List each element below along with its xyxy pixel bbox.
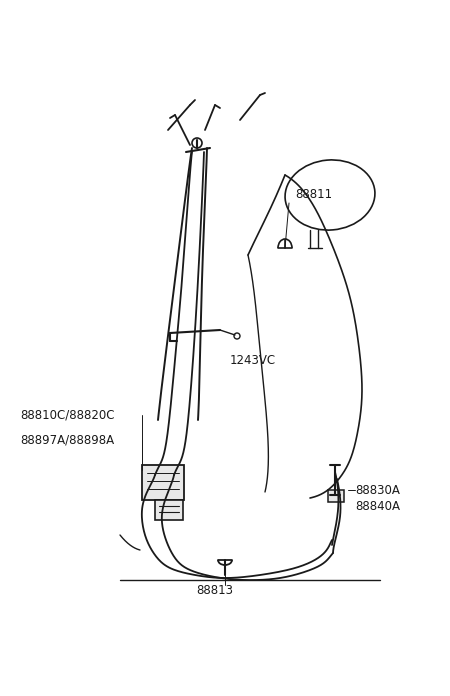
FancyBboxPatch shape — [328, 490, 344, 502]
FancyBboxPatch shape — [142, 465, 184, 500]
Text: 88840A: 88840A — [355, 500, 400, 512]
Text: 88897A/88898A: 88897A/88898A — [20, 434, 114, 447]
Text: 1243VC: 1243VC — [230, 354, 276, 367]
Text: 88810C/88820C: 88810C/88820C — [20, 409, 114, 422]
Text: 88813: 88813 — [197, 583, 234, 596]
FancyBboxPatch shape — [155, 500, 183, 520]
Text: 88830A: 88830A — [355, 484, 400, 496]
Text: 88811: 88811 — [295, 189, 332, 202]
